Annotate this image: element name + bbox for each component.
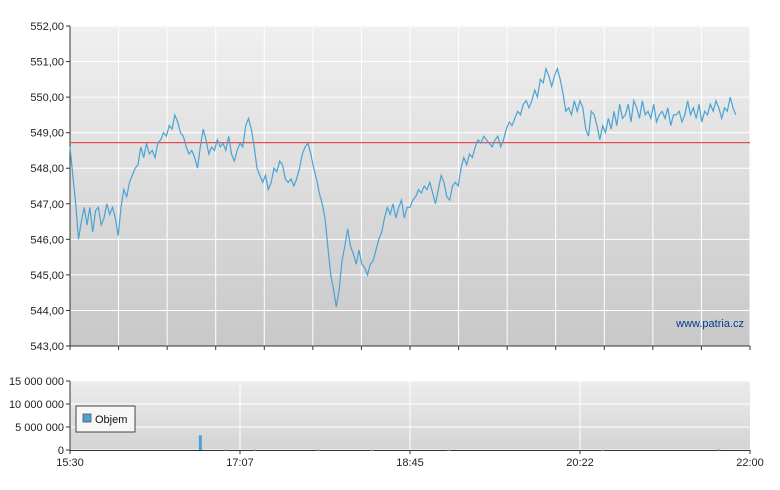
price-y-tick-label: 548,00 (30, 163, 64, 175)
x-tick-label: 18:45 (396, 457, 424, 469)
volume-x-ticks (69, 450, 751, 454)
x-tick-label: 17:07 (226, 457, 254, 469)
volume-bar (717, 449, 721, 451)
volume-bar (447, 449, 451, 451)
volume-y-tick-label: 15 000 000 (9, 376, 64, 388)
volume-bar (253, 449, 257, 451)
volume-bar (224, 449, 228, 451)
volume-y-tick-label: 0 (58, 445, 64, 457)
price-y-tick-label: 549,00 (30, 128, 64, 140)
volume-y-tick-label: 10 000 000 (9, 399, 64, 411)
price-y-tick-labels: 543,00 544,00 545,00 546,00 547,00 548,00 549,… (30, 21, 70, 353)
price-y-tick-label: 550,00 (30, 92, 64, 104)
price-y-tick-label: 546,00 (30, 234, 64, 246)
price-y-tick-label: 545,00 (30, 270, 64, 282)
watermark: www.patria.cz (675, 318, 744, 330)
volume-bar (198, 435, 202, 450)
legend-box (75, 405, 136, 433)
price-x-ticks (69, 346, 751, 350)
volume-bar (601, 449, 605, 451)
x-tick-label: 15:30 (56, 457, 84, 469)
x-tick-labels: 15:30 17:07 18:45 20:22 22:00 (56, 457, 764, 469)
price-series-line (69, 66, 737, 307)
legend: Objem (75, 405, 136, 433)
price-y-tick-label: 552,00 (30, 21, 64, 33)
price-y-tick-label: 551,00 (30, 57, 64, 69)
legend-label: Objem (95, 414, 127, 426)
price-y-tick-label: 547,00 (30, 199, 64, 211)
volume-y-tick-labels: 0 5 000 000 10 000 000 15 000 000 (9, 376, 70, 457)
volume-panel: 0 5 000 000 10 000 000 15 000 000 15:30 17:0… (9, 376, 764, 469)
price-panel: 543,00 544,00 545,00 546,00 547,00 548,00 549,… (30, 21, 751, 353)
x-tick-label: 22:00 (736, 457, 764, 469)
volume-bars (198, 435, 721, 451)
legend-swatch (82, 413, 92, 423)
price-y-tick-label: 544,00 (30, 305, 64, 317)
price-gridlines (70, 25, 751, 347)
volume-y-tick-label: 5 000 000 (15, 422, 64, 434)
x-tick-label: 20:22 (566, 457, 594, 469)
volume-bar (370, 449, 374, 451)
price-y-tick-label: 543,00 (30, 341, 64, 353)
volume-bar (316, 449, 320, 451)
